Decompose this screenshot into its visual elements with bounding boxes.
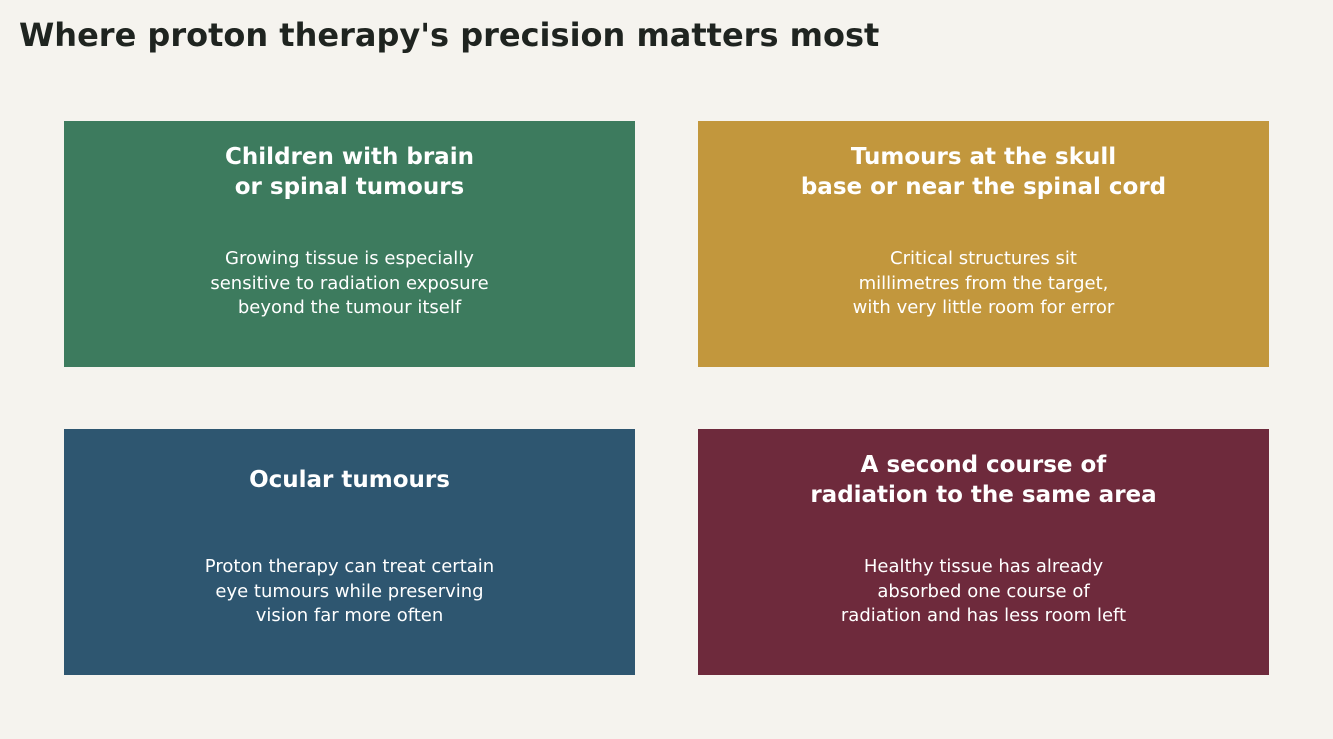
card-description: Growing tissue is especially sensitive t… bbox=[210, 248, 489, 318]
card-ocular-tumours: Ocular tumours Proton therapy can treat … bbox=[64, 429, 635, 675]
card-title: Children with brain or spinal tumours bbox=[225, 144, 474, 200]
page-title: Where proton therapy's precision matters… bbox=[19, 16, 880, 54]
card-title: A second course of radiation to the same… bbox=[810, 452, 1157, 508]
card-description: Proton therapy can treat certain eye tum… bbox=[204, 556, 495, 626]
card-description: Critical structures sit millimetres from… bbox=[852, 248, 1115, 318]
card-reirradiation: A second course of radiation to the same… bbox=[698, 429, 1269, 675]
card-skull-base-tumours: Tumours at the skull base or near the sp… bbox=[698, 121, 1269, 367]
card-pediatric-tumours: Children with brain or spinal tumours Gr… bbox=[64, 121, 635, 367]
card-title: Tumours at the skull base or near the sp… bbox=[800, 144, 1167, 200]
card-title: Ocular tumours bbox=[249, 467, 450, 493]
card-description: Healthy tissue has already absorbed one … bbox=[840, 556, 1127, 626]
